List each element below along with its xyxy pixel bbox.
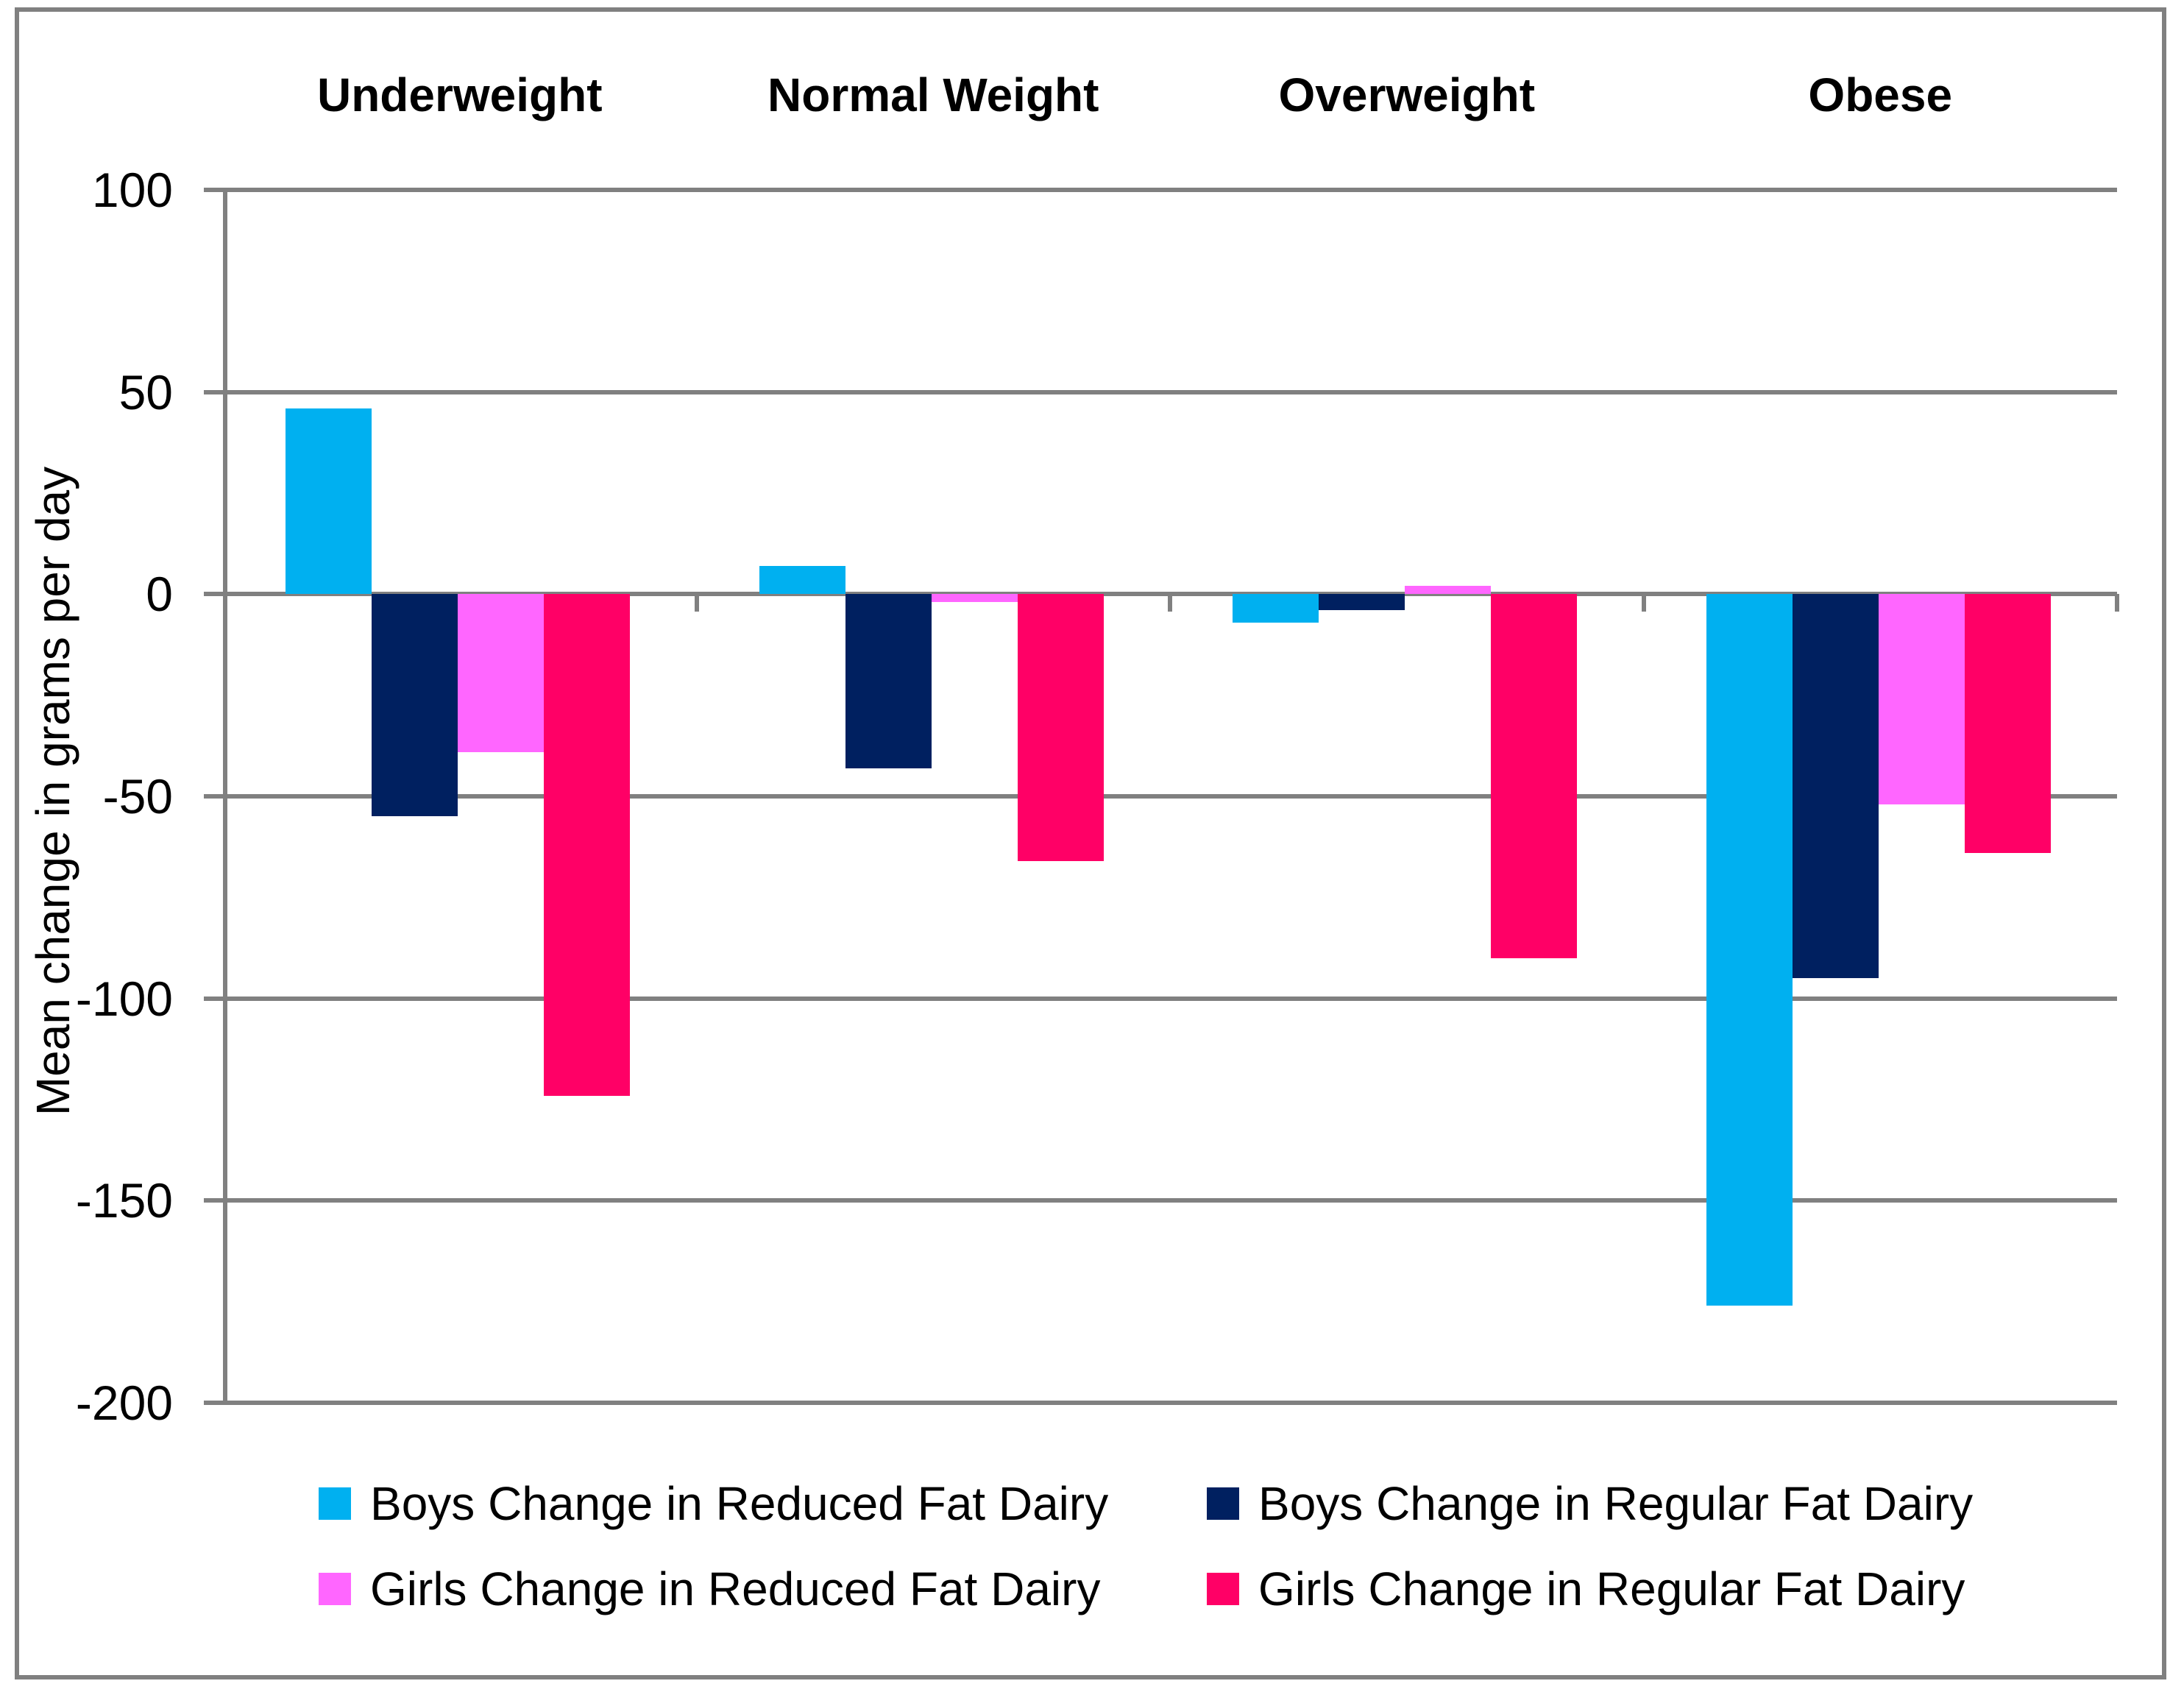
gridline--150 bbox=[223, 1198, 2117, 1203]
legend-label-boys-change-in-reduced-fat-dairy: Boys Change in Reduced Fat Dairy bbox=[370, 1477, 1109, 1530]
bar-underweight-boys-change-in-regular-fat-dairy bbox=[372, 594, 458, 817]
gridline-50 bbox=[223, 389, 2117, 394]
bar-underweight-boys-change-in-reduced-fat-dairy bbox=[286, 408, 372, 595]
bar-normal-weight-boys-change-in-regular-fat-dairy bbox=[845, 594, 932, 768]
legend-label-girls-change-in-reduced-fat-dairy: Girls Change in Reduced Fat Dairy bbox=[370, 1562, 1101, 1615]
y-axis-label--150: -150 bbox=[75, 1173, 173, 1228]
y-axis-tick--50 bbox=[204, 794, 223, 799]
y-axis-label-100: 100 bbox=[91, 163, 173, 217]
gridline--200 bbox=[223, 1401, 2117, 1405]
bar-obese-boys-change-in-reduced-fat-dairy bbox=[1706, 594, 1793, 1306]
category-header-obese: Obese bbox=[1808, 68, 1953, 121]
bar-normal-weight-girls-change-in-reduced-fat-dairy bbox=[931, 594, 1018, 603]
category-header-underweight: Underweight bbox=[316, 68, 603, 121]
category-axis-tick-3 bbox=[1641, 594, 1646, 612]
bar-normal-weight-boys-change-in-reduced-fat-dairy bbox=[759, 565, 845, 595]
legend-swatch-boys-change-in-regular-fat-dairy bbox=[1207, 1487, 1239, 1520]
category-axis-tick-4 bbox=[2115, 594, 2119, 612]
category-axis-tick-1 bbox=[694, 594, 699, 612]
legend-swatch-girls-change-in-reduced-fat-dairy bbox=[319, 1573, 351, 1605]
bar-obese-girls-change-in-regular-fat-dairy bbox=[1964, 594, 2051, 853]
category-axis-tick-2 bbox=[1168, 594, 1172, 612]
category-header-overweight: Overweight bbox=[1278, 68, 1536, 121]
gridline-100 bbox=[223, 188, 2117, 192]
category-header-normal-weight: Normal Weight bbox=[767, 68, 1099, 121]
legend-swatch-girls-change-in-regular-fat-dairy bbox=[1207, 1573, 1239, 1605]
y-axis-label--200: -200 bbox=[75, 1376, 173, 1430]
bar-underweight-girls-change-in-regular-fat-dairy bbox=[544, 594, 630, 1096]
y-axis-label-50: 50 bbox=[118, 364, 173, 420]
bar-overweight-boys-change-in-reduced-fat-dairy bbox=[1233, 594, 1319, 623]
y-axis-tick-100 bbox=[204, 188, 223, 192]
plot-area bbox=[204, 188, 2119, 1405]
bar-underweight-girls-change-in-reduced-fat-dairy bbox=[458, 594, 544, 752]
y-axis-label--50: -50 bbox=[102, 769, 173, 824]
bar-obese-girls-change-in-reduced-fat-dairy bbox=[1878, 594, 1965, 804]
bar-obese-boys-change-in-regular-fat-dairy bbox=[1792, 594, 1879, 979]
bar-overweight-girls-change-in-reduced-fat-dairy bbox=[1405, 586, 1491, 595]
legend-swatch-boys-change-in-reduced-fat-dairy bbox=[319, 1487, 351, 1520]
bar-normal-weight-girls-change-in-regular-fat-dairy bbox=[1017, 594, 1104, 861]
y-axis-line bbox=[223, 188, 227, 1405]
legend-label-girls-change-in-regular-fat-dairy: Girls Change in Regular Fat Dairy bbox=[1258, 1562, 1965, 1615]
y-axis-label-0: 0 bbox=[146, 567, 173, 622]
y-axis-label--100: -100 bbox=[75, 971, 173, 1026]
y-axis-tick-0 bbox=[204, 592, 223, 597]
bar-overweight-boys-change-in-regular-fat-dairy bbox=[1319, 594, 1405, 611]
y-axis-tick--100 bbox=[204, 996, 223, 1001]
gridline--50 bbox=[223, 794, 2117, 799]
y-axis-tick-50 bbox=[204, 389, 223, 394]
y-axis-tick--150 bbox=[204, 1198, 223, 1203]
bar-overweight-girls-change-in-regular-fat-dairy bbox=[1491, 594, 1577, 958]
y-axis-tick--200 bbox=[204, 1401, 223, 1405]
gridline--100 bbox=[223, 996, 2117, 1001]
legend-label-boys-change-in-regular-fat-dairy: Boys Change in Regular Fat Dairy bbox=[1258, 1477, 1974, 1530]
